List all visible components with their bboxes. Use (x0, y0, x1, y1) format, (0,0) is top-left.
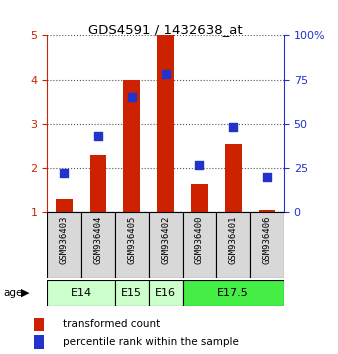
Text: transformed count: transformed count (63, 319, 160, 329)
Text: GSM936404: GSM936404 (94, 216, 102, 264)
Bar (183, 280, 284, 306)
Bar (191, 184, 208, 212)
Text: GSM936400: GSM936400 (195, 216, 204, 264)
Bar (123, 80, 140, 212)
Bar (115, 212, 149, 278)
Text: age: age (3, 288, 23, 298)
Text: GSM936401: GSM936401 (229, 216, 238, 264)
Bar (149, 280, 183, 306)
Point (129, 95, 135, 100)
Bar (90, 155, 106, 212)
Text: GSM936402: GSM936402 (161, 216, 170, 264)
Bar (225, 144, 242, 212)
Text: E16: E16 (155, 288, 176, 298)
Bar (56, 199, 73, 212)
Bar (149, 212, 183, 278)
Text: GDS4591 / 1432638_at: GDS4591 / 1432638_at (88, 23, 243, 36)
Bar (259, 210, 275, 212)
Bar (250, 212, 284, 278)
Bar (216, 212, 250, 278)
Text: GSM936405: GSM936405 (127, 216, 136, 264)
Text: GSM936406: GSM936406 (263, 216, 271, 264)
Bar (115, 280, 149, 306)
Point (62, 171, 67, 176)
Bar (47, 212, 81, 278)
Bar (47, 280, 115, 306)
Text: E14: E14 (71, 288, 92, 298)
Point (95, 133, 101, 139)
Point (163, 72, 168, 77)
Bar (34, 335, 44, 349)
Text: E17.5: E17.5 (217, 288, 249, 298)
Bar (34, 318, 44, 331)
Text: ▶: ▶ (21, 288, 30, 298)
Point (264, 174, 270, 180)
Bar (183, 212, 216, 278)
Text: percentile rank within the sample: percentile rank within the sample (63, 337, 238, 347)
Point (197, 162, 202, 167)
Bar (81, 212, 115, 278)
Bar (157, 35, 174, 212)
Point (231, 125, 236, 130)
Text: E15: E15 (121, 288, 142, 298)
Text: GSM936403: GSM936403 (60, 216, 69, 264)
